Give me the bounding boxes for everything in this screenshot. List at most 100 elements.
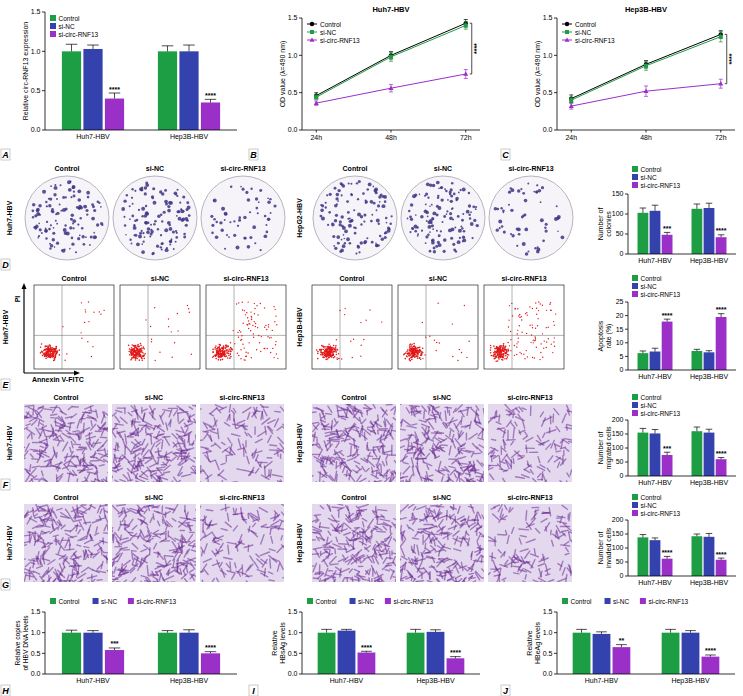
colony bbox=[145, 211, 149, 215]
event bbox=[129, 348, 131, 350]
colony bbox=[462, 236, 465, 239]
colony bbox=[249, 236, 252, 239]
event bbox=[532, 308, 533, 309]
event bbox=[228, 348, 230, 350]
event bbox=[498, 358, 500, 360]
event bbox=[187, 305, 188, 306]
colony bbox=[147, 227, 151, 231]
event bbox=[328, 357, 330, 359]
culture-plate bbox=[201, 176, 285, 260]
event bbox=[516, 354, 517, 355]
colony bbox=[349, 217, 351, 219]
event bbox=[332, 351, 334, 353]
event bbox=[56, 346, 58, 348]
event bbox=[53, 348, 55, 350]
colony bbox=[381, 238, 384, 241]
colony bbox=[341, 194, 343, 196]
colony bbox=[123, 216, 125, 218]
event bbox=[246, 356, 247, 357]
event bbox=[217, 353, 219, 355]
colony bbox=[343, 238, 345, 240]
colony bbox=[331, 223, 335, 227]
event bbox=[323, 357, 325, 359]
event bbox=[212, 349, 214, 351]
event bbox=[250, 311, 251, 312]
colony bbox=[389, 223, 392, 226]
event bbox=[420, 359, 422, 361]
colony bbox=[38, 235, 40, 237]
event bbox=[490, 355, 492, 357]
cell bbox=[98, 453, 103, 455]
event bbox=[221, 350, 223, 352]
flow-plot-frame bbox=[398, 285, 478, 369]
colony bbox=[72, 186, 75, 189]
culture-plate bbox=[25, 176, 109, 260]
event bbox=[274, 309, 275, 310]
event bbox=[544, 340, 545, 341]
colony bbox=[210, 215, 213, 218]
quadrant-line bbox=[312, 335, 392, 336]
event bbox=[242, 344, 243, 345]
colony bbox=[337, 242, 340, 245]
event bbox=[53, 360, 55, 362]
event bbox=[494, 354, 496, 356]
colony bbox=[167, 205, 170, 208]
event bbox=[534, 336, 535, 337]
event bbox=[134, 350, 136, 352]
event bbox=[103, 310, 104, 311]
colony bbox=[96, 223, 99, 226]
event bbox=[48, 350, 50, 352]
event bbox=[406, 351, 408, 353]
event bbox=[254, 313, 255, 314]
event bbox=[136, 354, 138, 356]
event bbox=[241, 335, 242, 336]
event bbox=[422, 352, 424, 354]
event bbox=[494, 352, 496, 354]
colony bbox=[363, 220, 365, 222]
colony bbox=[175, 236, 178, 239]
axis-arrow bbox=[23, 287, 24, 373]
colony bbox=[535, 191, 537, 193]
event bbox=[326, 350, 328, 352]
colony bbox=[429, 205, 431, 207]
event bbox=[521, 353, 522, 354]
event bbox=[270, 337, 271, 338]
event bbox=[254, 308, 255, 309]
event bbox=[411, 353, 413, 355]
event bbox=[408, 355, 410, 357]
colony bbox=[177, 210, 180, 213]
event bbox=[222, 350, 224, 352]
event bbox=[139, 359, 141, 361]
event bbox=[338, 358, 340, 360]
event bbox=[45, 348, 47, 350]
colony bbox=[161, 220, 163, 222]
event bbox=[408, 353, 410, 355]
colony bbox=[71, 214, 74, 217]
event bbox=[412, 352, 414, 354]
event bbox=[212, 352, 214, 354]
colony bbox=[341, 225, 344, 228]
colony bbox=[38, 204, 42, 208]
event bbox=[353, 339, 354, 340]
colony bbox=[545, 223, 548, 226]
colony bbox=[163, 211, 166, 214]
colony bbox=[321, 204, 324, 207]
colony bbox=[73, 195, 76, 198]
colony bbox=[357, 245, 361, 249]
event bbox=[247, 352, 248, 353]
event bbox=[50, 351, 52, 353]
event bbox=[536, 313, 537, 314]
event bbox=[499, 347, 501, 349]
colony bbox=[141, 215, 143, 217]
event bbox=[226, 352, 228, 354]
colony bbox=[459, 189, 461, 191]
event bbox=[256, 349, 257, 350]
colony bbox=[32, 203, 35, 206]
event bbox=[133, 349, 135, 351]
colony bbox=[470, 211, 472, 213]
event bbox=[220, 344, 222, 346]
colony bbox=[438, 187, 440, 189]
event bbox=[228, 350, 230, 352]
event bbox=[510, 350, 511, 351]
colony bbox=[527, 250, 529, 252]
